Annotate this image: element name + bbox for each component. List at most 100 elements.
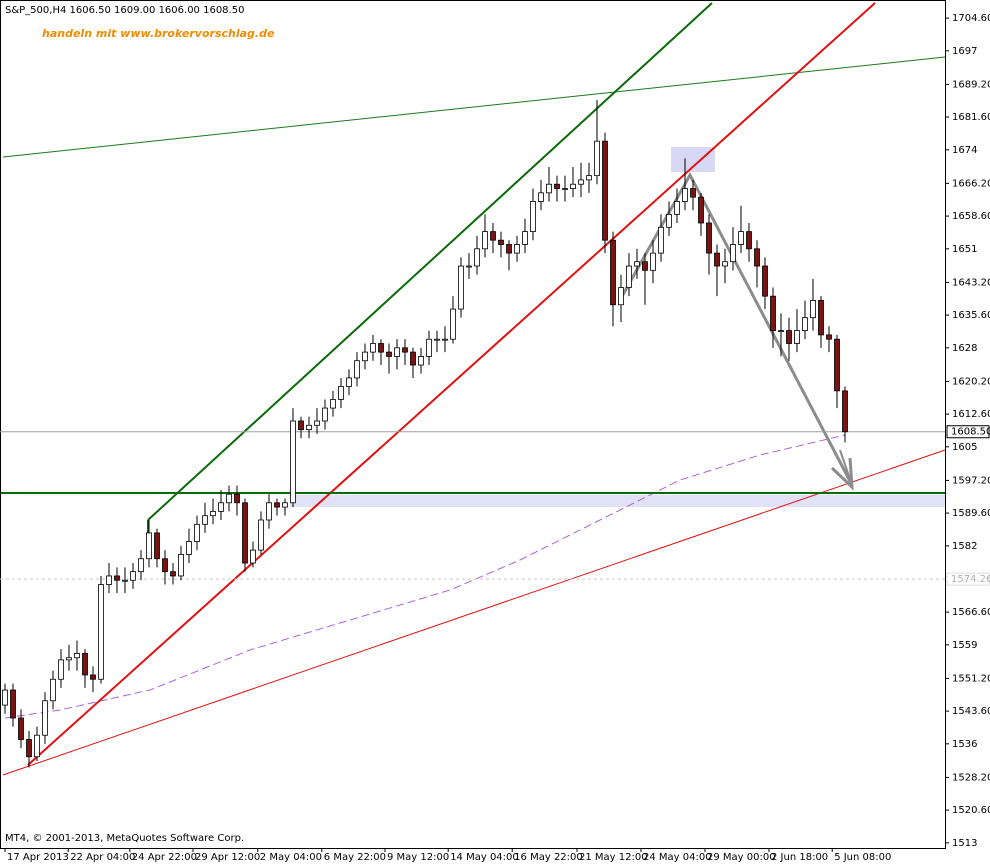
candle-body — [418, 356, 424, 366]
candle-body — [18, 717, 24, 740]
candle-body — [106, 575, 112, 585]
candle-body — [722, 261, 728, 267]
candle-body — [218, 502, 224, 512]
candle-body — [466, 265, 472, 268]
y-tick-label: 1597.20 — [952, 475, 990, 486]
candle-body — [370, 343, 376, 353]
candle-body — [266, 502, 272, 521]
candle-body — [170, 571, 176, 577]
candle-body — [162, 558, 168, 573]
candle-body — [642, 261, 648, 271]
candle-body — [362, 351, 368, 362]
candle-body — [394, 347, 400, 357]
candles — [2, 99, 848, 768]
candle-body — [522, 231, 528, 245]
moving-average — [4, 434, 846, 719]
candle-body — [210, 510, 216, 517]
candle-body — [794, 330, 800, 344]
candle-body — [234, 493, 240, 504]
y-tick-label: 1651 — [952, 244, 977, 255]
candle-body — [122, 579, 128, 582]
y-tick-label: 1566.60 — [952, 607, 990, 618]
candle-body — [98, 584, 104, 680]
candle-body — [322, 407, 328, 422]
top-zone — [671, 147, 715, 172]
candle-body — [754, 248, 760, 267]
candle-body — [570, 183, 576, 189]
y-tick-label: 1620.20 — [952, 376, 990, 387]
candle-body — [290, 420, 296, 504]
candle-body — [690, 188, 696, 198]
level-label: 1574.26 — [951, 574, 990, 585]
candle-body — [658, 226, 664, 254]
candle-body — [474, 248, 480, 267]
candle-body — [778, 330, 784, 332]
arrow-line — [839, 449, 853, 486]
candle-body — [226, 493, 232, 504]
candle-body — [530, 201, 536, 232]
candle-body — [434, 338, 440, 341]
candle-body — [442, 338, 448, 341]
candle-body — [698, 196, 704, 224]
candle-body — [578, 179, 584, 185]
candle-body — [42, 700, 48, 736]
candle-body — [586, 175, 592, 181]
candle-body — [450, 308, 456, 340]
x-tick-label: 16 May 22:00 — [514, 852, 583, 863]
plot-border — [0, 0, 946, 849]
candle-body — [330, 399, 336, 409]
candle-body — [762, 265, 768, 297]
candle-body — [618, 287, 624, 306]
projection-path — [618, 171, 854, 486]
candle-body — [482, 231, 488, 250]
candle-body — [834, 338, 840, 392]
candle-body — [34, 734, 40, 758]
candle-body — [714, 252, 720, 267]
y-tick-label: 1520.60 — [952, 805, 990, 816]
candle-body — [554, 183, 560, 189]
y-tick-label: 1704.60 — [952, 13, 990, 24]
watermark: handeln mit www.brokervorschlag.de — [42, 27, 275, 40]
drawings — [0, 2, 946, 776]
y-tick-label: 1643.20 — [952, 277, 990, 288]
candle-body — [74, 653, 80, 659]
y-tick-label: 1589.60 — [952, 508, 990, 519]
y-tick-label: 1612.60 — [952, 409, 990, 420]
candle-body — [410, 351, 416, 366]
candle-body — [186, 541, 192, 555]
x-tick-label: 9 May 12:00 — [387, 852, 449, 863]
candle-body — [546, 183, 552, 194]
footer: MT4, © 2001-2013, MetaQuotes Software Co… — [5, 833, 244, 844]
candle-body — [594, 140, 600, 177]
candle-body — [130, 571, 136, 581]
candle-body — [178, 554, 184, 577]
candle-body — [810, 300, 816, 319]
support-zone — [290, 495, 945, 507]
x-tick-label: 14 May 04:00 — [450, 852, 519, 863]
candle-body — [650, 252, 656, 271]
candle-body — [802, 317, 808, 331]
x-tick-label: 22 Apr 04:00 — [70, 852, 135, 863]
candle-body — [242, 502, 248, 564]
candle-body — [674, 201, 680, 215]
candle-body — [258, 519, 264, 551]
price-label: 1608.50 — [951, 427, 990, 438]
candle-body — [842, 390, 848, 433]
candle-body — [298, 420, 304, 430]
candle-body — [10, 689, 16, 719]
candle-body — [498, 239, 504, 245]
candle-body — [786, 330, 792, 344]
candle-body — [602, 140, 608, 241]
candle-body — [746, 231, 752, 250]
candle-body — [610, 239, 616, 306]
candle-body — [826, 334, 832, 340]
candle-body — [346, 377, 352, 387]
candle-body — [90, 674, 96, 680]
x-tick-label: 29 May 00:00 — [707, 852, 776, 863]
candle-body — [66, 657, 72, 661]
y-tick-label: 1559 — [952, 640, 977, 651]
candle-body — [250, 549, 256, 564]
x-tick-label: 5 Jun 08:00 — [834, 852, 891, 863]
